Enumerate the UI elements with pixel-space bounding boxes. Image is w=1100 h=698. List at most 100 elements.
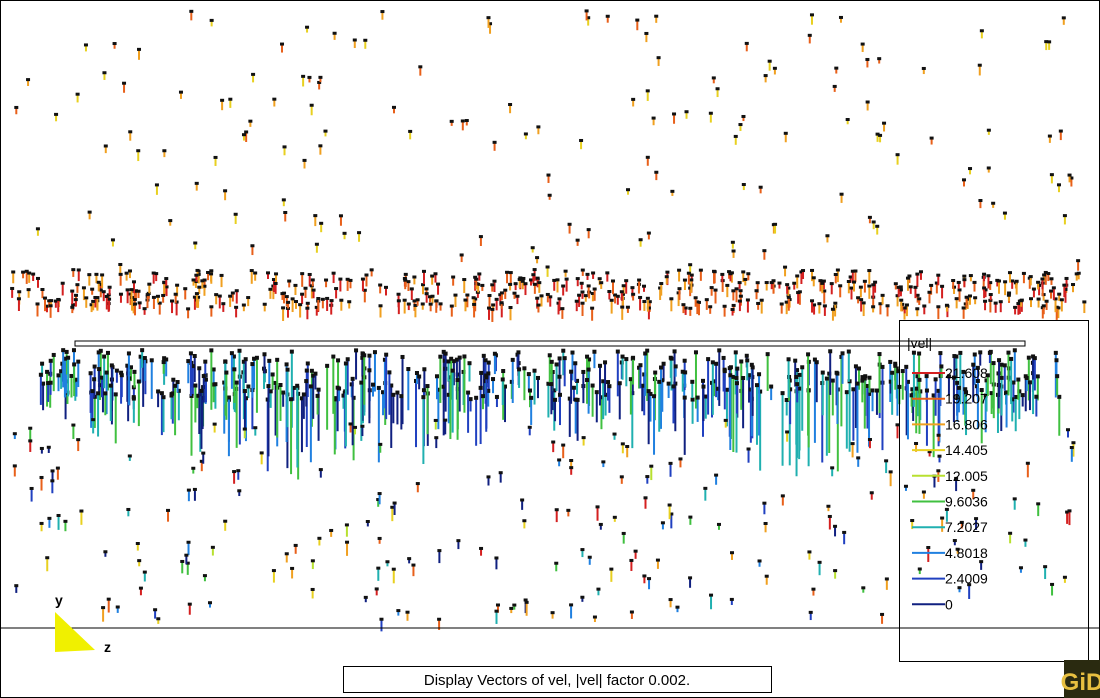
vector-head	[643, 496, 648, 500]
vector-head	[325, 363, 330, 368]
vector-head	[810, 268, 815, 272]
vector-head	[835, 371, 840, 376]
vector-head	[626, 188, 631, 192]
vector-head	[243, 357, 248, 362]
vector-head	[176, 388, 181, 393]
vector-head	[501, 369, 506, 374]
vector-head	[957, 288, 962, 292]
vector-head	[307, 272, 312, 276]
vector-head	[441, 384, 446, 389]
legend-label: 9.6036	[945, 494, 988, 510]
vector-head	[954, 354, 959, 359]
vector-head	[910, 519, 915, 523]
vector-head	[29, 486, 34, 490]
vector-head	[984, 378, 989, 383]
vector-head	[486, 16, 491, 20]
vector-head	[900, 369, 905, 374]
vector-head	[226, 395, 231, 400]
vector-head	[713, 288, 718, 292]
vector-head	[673, 364, 678, 369]
vector-head	[47, 299, 52, 303]
vector-head	[957, 586, 962, 590]
vector-head	[1051, 286, 1056, 290]
vector-head	[31, 272, 36, 276]
vector-head	[936, 273, 941, 277]
vector-head	[895, 294, 900, 298]
vector-head	[1057, 292, 1062, 296]
vector-head	[281, 198, 286, 202]
vector-head	[242, 427, 247, 431]
vector-head	[962, 178, 967, 182]
vector-head	[722, 304, 727, 308]
vector-head	[656, 56, 661, 60]
vector-head	[27, 271, 32, 275]
vector-head	[317, 80, 322, 84]
vector-head	[660, 378, 665, 383]
vector-head	[642, 574, 647, 578]
vector-head	[773, 222, 778, 226]
vector-head	[609, 298, 614, 302]
vector-head	[223, 519, 228, 523]
vector-head	[443, 418, 448, 422]
vector-head	[665, 270, 670, 274]
vector-head	[407, 557, 412, 561]
vector-head	[523, 598, 528, 602]
vector-head	[792, 281, 797, 285]
vector-head	[318, 75, 323, 79]
vector-head	[124, 271, 129, 275]
vector-head	[195, 268, 200, 272]
vector-head	[362, 288, 367, 292]
vector-head	[838, 284, 843, 288]
vector-head	[63, 519, 68, 523]
vector-head	[70, 305, 75, 309]
vector-head	[898, 285, 903, 289]
vector-head	[520, 498, 525, 502]
vector-head	[359, 380, 364, 385]
vector-head	[716, 522, 721, 526]
vector-head	[684, 110, 689, 114]
vector-head	[195, 393, 200, 398]
vector-head	[161, 293, 166, 297]
vector-head	[185, 561, 190, 565]
vector-head	[363, 38, 368, 42]
vector-head	[1029, 297, 1034, 301]
vector-head	[193, 241, 198, 245]
vector-head	[171, 377, 176, 382]
vector-head	[92, 377, 97, 382]
vector-head	[915, 374, 920, 379]
vector-head	[682, 278, 687, 282]
vector-head	[425, 384, 430, 389]
vector-head	[619, 290, 624, 294]
vector-head	[436, 282, 441, 286]
vector-head	[253, 426, 258, 430]
vector-head	[808, 610, 813, 614]
vector-head	[958, 350, 963, 355]
vector-head	[553, 397, 558, 402]
vector-head	[652, 394, 657, 399]
vector-head	[90, 389, 95, 394]
vector-head	[549, 382, 554, 387]
vector-head	[967, 294, 972, 298]
vector-head	[577, 293, 582, 297]
vector-head	[406, 302, 411, 306]
vector-head	[474, 277, 479, 281]
vector-head	[323, 129, 328, 133]
vector-head	[127, 269, 132, 273]
vector-head	[11, 270, 16, 274]
vector-head	[383, 285, 388, 289]
vector-head	[621, 284, 626, 288]
vector-head	[978, 350, 983, 355]
vector-head	[730, 307, 735, 311]
vector-head	[480, 283, 485, 287]
vector-head	[716, 386, 721, 391]
vector-head	[871, 220, 876, 224]
vector-head	[938, 351, 943, 356]
vector-head	[125, 288, 130, 292]
vector-head	[529, 278, 534, 282]
vector-head	[156, 617, 161, 621]
vector-head	[880, 293, 885, 297]
vector-head	[456, 539, 461, 543]
vector-head	[446, 359, 451, 364]
vector-head	[693, 296, 698, 300]
vector-head	[376, 498, 381, 502]
